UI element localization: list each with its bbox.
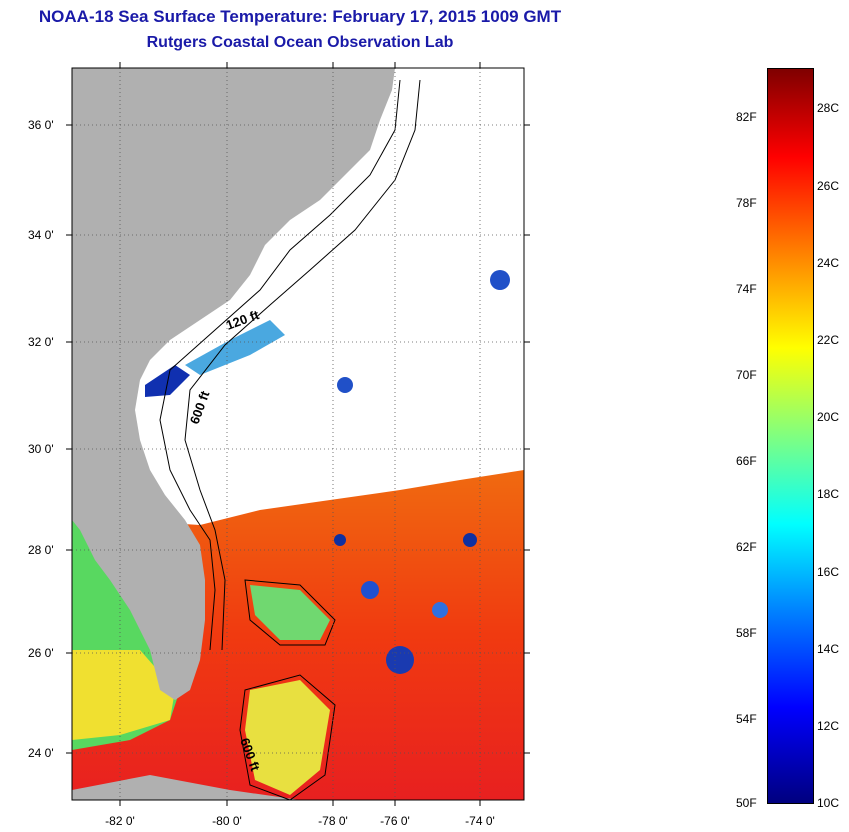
colorbar-f-label: 58F [736, 626, 757, 640]
bahama-bank-great [245, 680, 330, 795]
colorbar-f-label: 54F [736, 712, 757, 726]
colorbar-c-label: 28C [817, 101, 840, 115]
lat-label: 30 0' [28, 442, 54, 456]
colorbar-c-label: 12C [817, 719, 840, 733]
lat-label: 36 0' [28, 118, 54, 132]
bahama-bank-north [250, 585, 330, 640]
lat-label: 34 0' [28, 228, 54, 242]
colorbar-c-label: 24C [817, 256, 840, 270]
colorbar-c-label: 22C [817, 333, 840, 347]
contour-120ft [159, 79, 401, 651]
cold-patch [334, 534, 346, 546]
contour-bahamas [239, 579, 336, 800]
lon-label: -80 0' [212, 814, 242, 828]
land-mass [72, 68, 395, 700]
lat-label: 26 0' [28, 646, 54, 660]
colorbar-c-label: 10C [817, 796, 840, 810]
map-title: NOAA-18 Sea Surface Temperature: Februar… [38, 7, 562, 26]
colorbar-c-label: 18C [817, 487, 840, 501]
lat-label: 24 0' [28, 746, 54, 760]
map-frame [71, 67, 525, 801]
colorbar-f-label: 82F [736, 110, 757, 124]
colorbar-c-label: 26C [817, 179, 840, 193]
colorbar-f-label: 78F [736, 196, 757, 210]
land-cuba [72, 775, 300, 800]
cold-patch [463, 533, 477, 547]
lon-label: -78 0' [318, 814, 348, 828]
axis-ticks [66, 62, 530, 806]
map-grid [72, 68, 524, 800]
cold-patch [361, 581, 379, 599]
colorbar-c-label: 16C [817, 565, 840, 579]
colorbar-f-label: 74F [736, 282, 757, 296]
cold-patch [432, 602, 448, 618]
lon-label: -76 0' [380, 814, 410, 828]
lat-label: 32 0' [28, 335, 54, 349]
colorbar-c-label: 14C [817, 642, 840, 656]
colorbar-f-label: 62F [736, 540, 757, 554]
cold-patch [386, 646, 414, 674]
temperature-colorbar [767, 68, 814, 804]
colorbar-c-label: 20C [817, 410, 840, 424]
colorbar-f-label: 70F [736, 368, 757, 382]
colorbar-f-label: 50F [736, 796, 757, 810]
lon-label: -74 0' [465, 814, 495, 828]
gulf-yellow-water [72, 650, 175, 740]
colorbar-f-label: 66F [736, 454, 757, 468]
shelf-water-patch [185, 320, 285, 375]
map-subtitle: Rutgers Coastal Ocean Observation Lab [146, 34, 454, 51]
lat-label: 28 0' [28, 543, 54, 557]
cold-patch [490, 270, 510, 290]
cold-patch [337, 377, 353, 393]
lon-label: -82 0' [105, 814, 135, 828]
